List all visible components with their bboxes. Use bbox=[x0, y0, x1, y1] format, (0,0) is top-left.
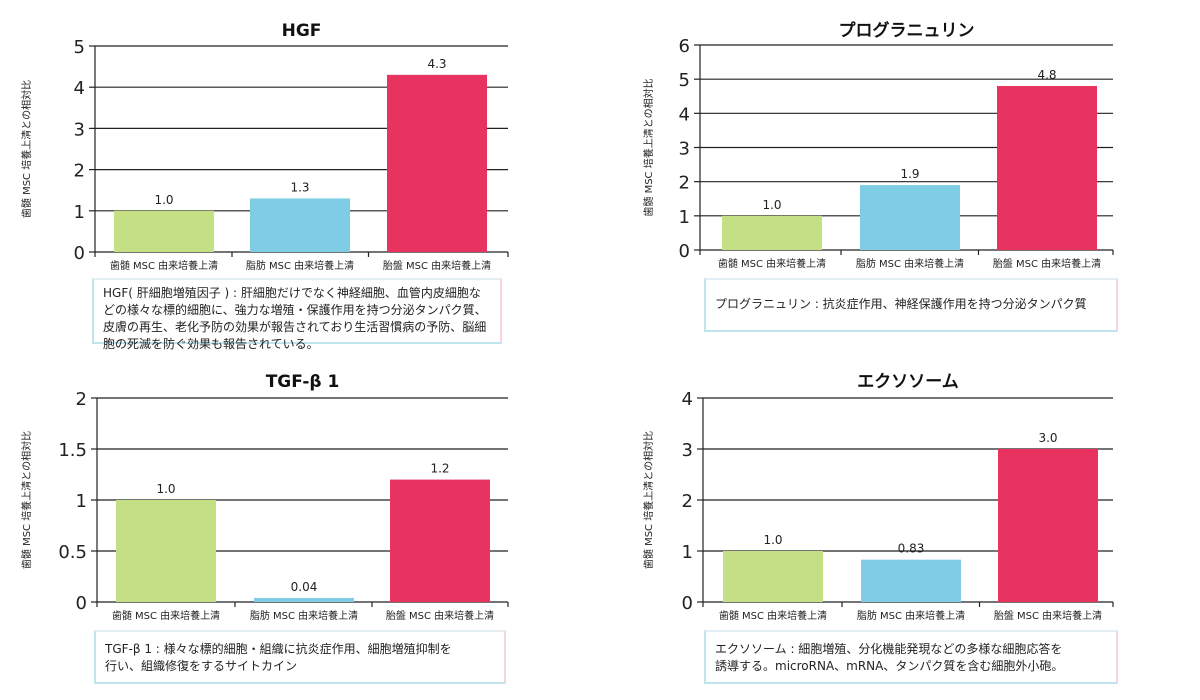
chart-panel-tgf-beta1: 0 0.5 1 1.5 2 1.0 歯髄 MSC 由来培養上清 0.04 脂肪 MSC 由来培養… bbox=[0, 350, 600, 700]
x-tick-label: 歯髄 MSC 由来培養上清 bbox=[718, 257, 826, 270]
bar bbox=[250, 198, 350, 252]
y-tick-label: 4 bbox=[679, 104, 690, 125]
bar bbox=[998, 449, 1098, 602]
y-tick-label: 1 bbox=[74, 202, 85, 223]
y-axis-label: 歯髄 MSC 培養上清との相対比 bbox=[642, 78, 655, 216]
description-line: プログラニュリン : 抗炎症作用、神経保護作用を持つ分泌タンパク質 bbox=[715, 297, 1087, 311]
description-line: TGF-β 1 : 様々な標的細胞・組織に抗炎症作用、細胞増殖抑制を bbox=[105, 642, 452, 656]
y-tick-label: 5 bbox=[74, 37, 85, 58]
y-tick-label: 0.5 bbox=[58, 542, 87, 563]
chart-panel-hgf: 0 1 2 3 4 5 1.0 歯髄 MSC 由来培養上清 1.3 脂肪 MSC 由来培養上清 4.… bbox=[0, 0, 600, 351]
y-tick-label: 4 bbox=[682, 389, 693, 410]
data-label: 4.3 bbox=[427, 57, 446, 71]
chart-title: エクソソーム bbox=[857, 372, 959, 392]
x-tick-label: 胎盤 MSC 由来培養上清 bbox=[386, 609, 494, 622]
y-axis-label: 歯髄 MSC 培養上清との相対比 bbox=[20, 431, 33, 569]
y-axis-label: 歯髄 MSC 培養上清との相対比 bbox=[20, 80, 33, 218]
y-tick-label: 0 bbox=[682, 593, 693, 614]
chart-panel-exosome: 0 1 2 3 4 1.0 歯髄 MSC 由来培養上清 0.83 脂肪 MSC 由来培養上清 3.… bbox=[600, 350, 1200, 700]
data-label: 1.9 bbox=[900, 167, 919, 181]
description-line: HGF( 肝細胞増殖因子 ) : 肝細胞だけでなく神経細胞、血管内皮細胞な bbox=[103, 286, 481, 300]
data-label: 1.0 bbox=[762, 198, 781, 212]
bar bbox=[997, 86, 1097, 250]
data-label: 1.0 bbox=[763, 533, 782, 547]
chart-tgf-beta1: 0 0.5 1 1.5 2 1.0 歯髄 MSC 由来培養上清 0.04 脂肪 MSC 由来培養… bbox=[20, 372, 509, 622]
data-label: 1.3 bbox=[290, 180, 309, 194]
y-tick-label: 4 bbox=[74, 78, 85, 99]
y-tick-label: 0 bbox=[76, 593, 87, 614]
y-tick-label: 0 bbox=[679, 241, 690, 262]
bar bbox=[723, 551, 823, 602]
description-line: 行い、組織修復をするサイトカイン bbox=[105, 659, 298, 673]
bar bbox=[254, 597, 354, 602]
y-tick-label: 3 bbox=[679, 139, 690, 160]
chart-description: エクソソーム : 細胞増殖、分化機能発現などの多様な細胞応答を 誘導する。micr… bbox=[704, 630, 1118, 684]
y-tick-label: 3 bbox=[682, 440, 693, 461]
x-tick-label: 脂肪 MSC 由来培養上清 bbox=[250, 609, 358, 622]
bar bbox=[116, 500, 216, 602]
x-tick-label: 胎盤 MSC 由来培養上清 bbox=[993, 257, 1101, 270]
x-tick-label: 脂肪 MSC 由来培養上清 bbox=[857, 609, 965, 622]
chart-title: プログラニュリン bbox=[839, 20, 975, 41]
x-tick-label: 脂肪 MSC 由来培養上清 bbox=[856, 257, 964, 270]
description-line: 胞の死滅を防ぐ効果も報告されている。 bbox=[103, 337, 319, 351]
y-tick-label: 1 bbox=[682, 542, 693, 563]
y-tick-label: 3 bbox=[74, 119, 85, 140]
y-tick-label: 1 bbox=[76, 491, 87, 512]
y-tick-label: 2 bbox=[74, 161, 85, 182]
data-label: 3.0 bbox=[1038, 431, 1057, 445]
chart-panel-progranulin: 0 1 2 3 4 5 6 1.0 歯髄 MSC 由来培養上清 1.9 脂肪 MSC 由来培養上清 4… bbox=[600, 0, 1200, 350]
y-tick-label: 0 bbox=[74, 243, 85, 264]
x-tick-label: 胎盤 MSC 由来培養上清 bbox=[994, 609, 1102, 622]
x-tick-label: 脂肪 MSC 由来培養上清 bbox=[246, 259, 354, 272]
bar bbox=[722, 215, 822, 250]
data-label: 0.04 bbox=[291, 580, 318, 594]
chart-progranulin: 0 1 2 3 4 5 6 1.0 歯髄 MSC 由来培養上清 1.9 脂肪 MSC 由来培養上清 4… bbox=[642, 20, 1114, 270]
description-line: 皮膚の再生、老化予防の効果が報告されており生活習慣病の予防、脳細 bbox=[103, 320, 487, 334]
y-tick-label: 1.5 bbox=[58, 440, 87, 461]
bar bbox=[861, 559, 961, 602]
x-tick-label: 胎盤 MSC 由来培養上清 bbox=[383, 259, 491, 272]
y-tick-label: 2 bbox=[76, 389, 87, 410]
data-label: 1.0 bbox=[156, 482, 175, 496]
bar bbox=[387, 74, 487, 252]
data-label: 1.0 bbox=[154, 193, 173, 207]
chart-hgf: 0 1 2 3 4 5 1.0 歯髄 MSC 由来培養上清 1.3 脂肪 MSC 由来培養上清 4.… bbox=[20, 21, 509, 272]
data-label: 0.83 bbox=[898, 542, 925, 556]
y-tick-label: 6 bbox=[679, 36, 690, 57]
y-tick-label: 2 bbox=[682, 491, 693, 512]
data-label: 1.2 bbox=[430, 462, 449, 476]
y-tick-label: 2 bbox=[679, 173, 690, 194]
chart-exosome: 0 1 2 3 4 1.0 歯髄 MSC 由来培養上清 0.83 脂肪 MSC 由来培養上清 3.… bbox=[642, 372, 1114, 622]
y-axis-label: 歯髄 MSC 培養上清との相対比 bbox=[642, 431, 655, 569]
bar bbox=[114, 210, 214, 252]
description-line: エクソソーム : 細胞増殖、分化機能発現などの多様な細胞応答を bbox=[715, 642, 1063, 656]
x-tick-label: 歯髄 MSC 由来培養上清 bbox=[719, 609, 827, 622]
chart-description: プログラニュリン : 抗炎症作用、神経保護作用を持つ分泌タンパク質 bbox=[704, 278, 1118, 332]
bar bbox=[860, 185, 960, 250]
x-tick-label: 歯髄 MSC 由来培養上清 bbox=[110, 259, 218, 272]
chart-description: HGF( 肝細胞増殖因子 ) : 肝細胞だけでなく神経細胞、血管内皮細胞な どの様… bbox=[92, 278, 502, 351]
data-label: 4.8 bbox=[1037, 68, 1056, 82]
description-line: 誘導する。microRNA、mRNA、タンパク質を含む細胞外小砲。 bbox=[715, 659, 1064, 673]
chart-title: TGF-β 1 bbox=[266, 372, 340, 392]
chart-title: HGF bbox=[282, 21, 322, 41]
y-tick-label: 1 bbox=[679, 207, 690, 228]
x-tick-label: 歯髄 MSC 由来培養上清 bbox=[112, 609, 220, 622]
description-line: どの様々な標的細胞に、強力な増殖・保護作用を持つ分泌タンパク質、 bbox=[103, 303, 487, 317]
bar bbox=[390, 479, 490, 602]
y-tick-label: 5 bbox=[679, 70, 690, 91]
chart-description: TGF-β 1 : 様々な標的細胞・組織に抗炎症作用、細胞増殖抑制を 行い、組織修… bbox=[94, 630, 506, 684]
